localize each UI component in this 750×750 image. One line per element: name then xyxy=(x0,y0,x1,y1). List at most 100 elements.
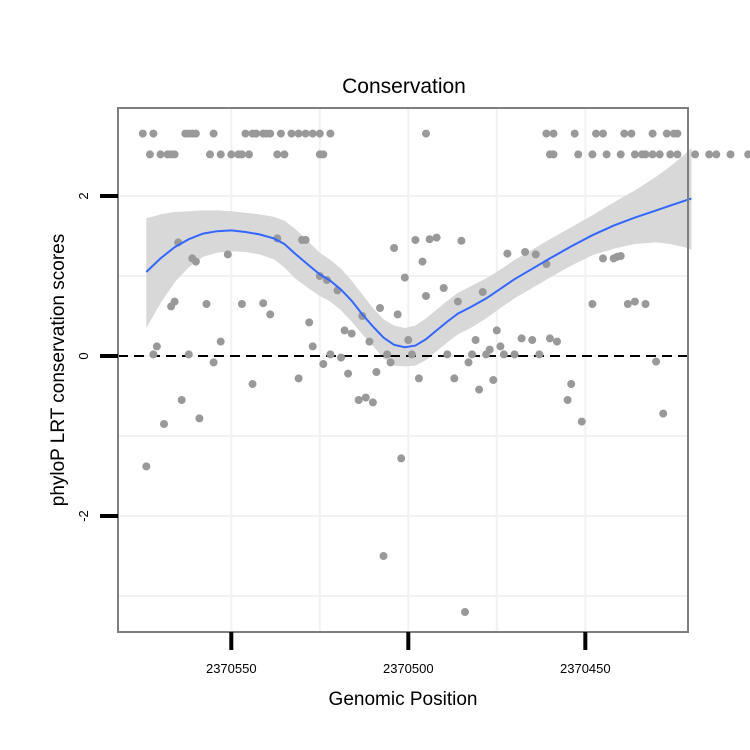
data-point xyxy=(705,150,714,159)
data-point xyxy=(223,250,232,259)
data-point xyxy=(259,299,268,308)
data-point xyxy=(662,129,671,138)
data-point xyxy=(531,250,540,259)
data-point xyxy=(521,248,530,256)
data-point xyxy=(616,252,625,260)
confidence-band-layer xyxy=(146,148,692,367)
data-point xyxy=(542,129,551,138)
data-point xyxy=(457,236,466,245)
data-point xyxy=(326,350,335,359)
data-point xyxy=(315,129,324,138)
data-point xyxy=(170,297,179,306)
data-point xyxy=(184,350,193,359)
data-point xyxy=(432,233,441,242)
data-point xyxy=(425,235,434,244)
data-point xyxy=(450,374,459,383)
data-point xyxy=(138,129,147,138)
data-point xyxy=(280,150,289,159)
data-point xyxy=(620,129,629,138)
data-point xyxy=(407,350,416,359)
data-point xyxy=(673,150,682,159)
data-point xyxy=(648,150,657,159)
smooth-line-layer xyxy=(145,197,692,349)
data-point xyxy=(630,150,639,159)
data-point xyxy=(666,150,675,159)
y-tick-label: -2 xyxy=(76,510,91,522)
data-point xyxy=(393,310,402,319)
data-point xyxy=(237,150,246,159)
data-point xyxy=(326,129,335,138)
data-point xyxy=(535,350,544,359)
data-point xyxy=(655,150,664,159)
data-point xyxy=(443,350,452,359)
data-point xyxy=(712,150,721,159)
data-point xyxy=(149,350,158,359)
data-point xyxy=(489,376,498,384)
y-axis-title: phyloP LRT conservation scores xyxy=(48,234,69,507)
y-tick-label: 0 xyxy=(76,352,91,359)
data-point xyxy=(145,150,154,159)
data-point xyxy=(160,420,168,428)
data-point xyxy=(616,150,625,159)
x-tick-label: 2370500 xyxy=(383,661,434,676)
data-point xyxy=(602,150,611,159)
data-point xyxy=(294,129,303,138)
data-point xyxy=(453,297,462,306)
data-point xyxy=(337,353,345,362)
confidence-band xyxy=(146,148,692,367)
data-point xyxy=(308,129,317,138)
data-point xyxy=(461,608,469,616)
data-point xyxy=(464,358,473,367)
data-point xyxy=(308,342,317,351)
data-point xyxy=(599,129,607,138)
data-point xyxy=(588,150,597,159)
panel-border xyxy=(117,107,689,633)
data-point xyxy=(411,236,420,244)
data-point xyxy=(553,337,561,346)
data-point xyxy=(659,409,668,418)
data-point xyxy=(528,336,537,344)
data-point xyxy=(347,329,356,338)
scatter-points xyxy=(138,129,750,616)
data-point xyxy=(577,417,586,426)
data-point xyxy=(209,129,218,138)
data-point xyxy=(368,398,377,407)
data-point xyxy=(549,129,558,138)
data-point xyxy=(648,129,657,138)
data-point xyxy=(499,350,508,359)
data-point xyxy=(386,358,395,367)
grid-lines xyxy=(118,108,688,632)
data-point xyxy=(599,254,607,263)
x-axis-title: Genomic Position xyxy=(329,689,478,710)
data-point xyxy=(340,326,349,335)
data-point xyxy=(623,300,632,308)
data-point xyxy=(191,257,200,266)
data-point xyxy=(273,150,282,159)
data-point xyxy=(376,304,384,312)
data-point xyxy=(503,249,512,258)
x-tick-label: 2370450 xyxy=(560,661,611,676)
data-point xyxy=(149,129,158,138)
data-point xyxy=(379,552,388,560)
data-point xyxy=(574,150,583,159)
data-point xyxy=(276,129,285,138)
data-point xyxy=(549,150,558,159)
data-point xyxy=(570,129,579,138)
data-point xyxy=(563,396,572,404)
data-point xyxy=(202,300,211,308)
data-point xyxy=(422,292,430,300)
smooth-line xyxy=(145,197,692,349)
data-point xyxy=(206,150,214,159)
data-point xyxy=(287,129,296,138)
data-point xyxy=(319,150,328,159)
y-axis-ticks: -2 0 2 xyxy=(76,192,118,522)
data-point xyxy=(510,350,519,359)
x-tick-label: 2370550 xyxy=(206,661,257,676)
data-point xyxy=(245,150,253,159)
data-point xyxy=(266,310,275,319)
data-point xyxy=(404,336,413,344)
data-point xyxy=(361,393,370,402)
data-point xyxy=(492,326,501,335)
data-point xyxy=(673,129,682,138)
